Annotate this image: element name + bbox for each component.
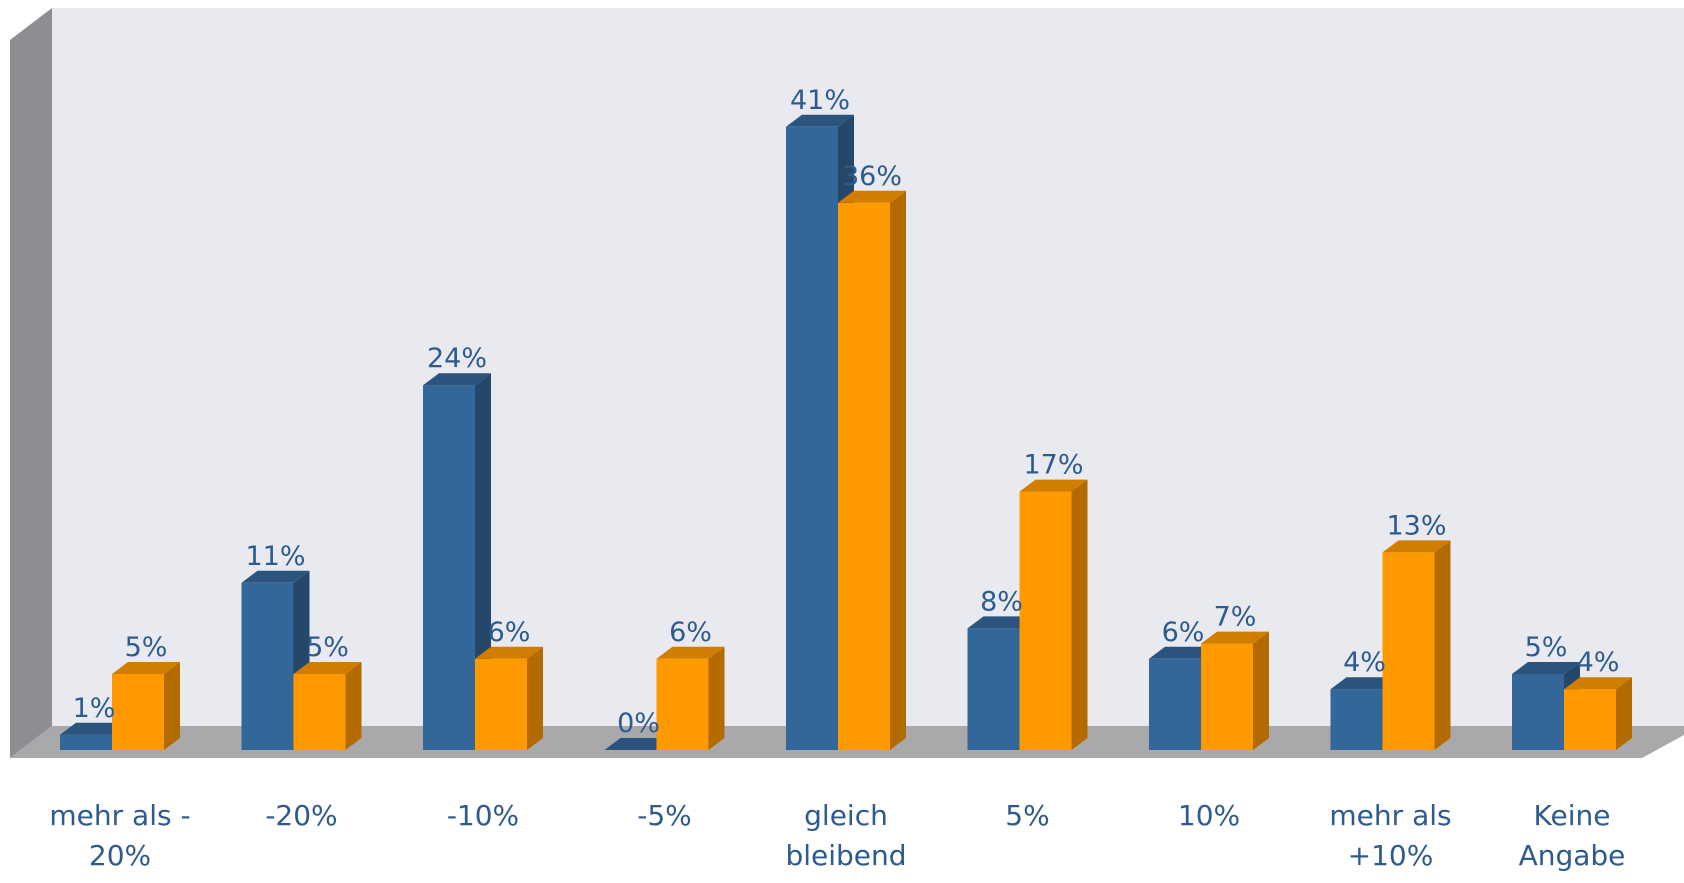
bar-side bbox=[527, 646, 543, 750]
bar-front bbox=[423, 385, 475, 750]
bar-side bbox=[1253, 631, 1269, 750]
bar-front bbox=[838, 202, 890, 751]
data-label: 6% bbox=[1162, 617, 1205, 648]
bar-side bbox=[1434, 540, 1451, 750]
bar-top bbox=[60, 722, 128, 735]
bar-top bbox=[1019, 479, 1088, 492]
bar-top bbox=[967, 616, 1036, 629]
bar-top bbox=[786, 114, 854, 127]
bars bbox=[60, 114, 1632, 751]
bar-top bbox=[656, 646, 725, 659]
bar-front bbox=[656, 658, 709, 750]
bar-top bbox=[1149, 646, 1217, 659]
bar-front bbox=[112, 674, 164, 750]
data-label: 17% bbox=[1023, 450, 1083, 481]
bar-front bbox=[1201, 643, 1253, 750]
bar-top bbox=[112, 662, 180, 674]
category-label: 5% bbox=[1005, 799, 1049, 832]
category-label: -5% bbox=[637, 799, 692, 832]
bar-top bbox=[1512, 662, 1580, 674]
bar-3-1 bbox=[656, 646, 725, 750]
category-labels: mehr als - 20% -20% -10% -5% gleich bleibend 5%… bbox=[49, 799, 1625, 872]
bar-side bbox=[1616, 677, 1632, 750]
data-label: 24% bbox=[427, 343, 487, 374]
data-label: 4% bbox=[1343, 647, 1386, 678]
data-label: 4% bbox=[1577, 647, 1620, 678]
data-label: 7% bbox=[1214, 602, 1257, 633]
category-label: +10% bbox=[1348, 839, 1434, 872]
data-label: 8% bbox=[980, 586, 1023, 617]
bar-front bbox=[60, 734, 112, 750]
bar-front bbox=[786, 126, 838, 751]
bar-0-1 bbox=[112, 662, 180, 750]
bar-top bbox=[241, 570, 310, 583]
bar-front bbox=[293, 674, 346, 750]
data-label: 5% bbox=[1525, 632, 1568, 663]
bar-top bbox=[1564, 677, 1632, 690]
bar-top bbox=[604, 738, 673, 750]
bar-front bbox=[1019, 491, 1072, 750]
bar-3-0 bbox=[604, 738, 673, 750]
bar-top bbox=[423, 373, 491, 386]
bar-top bbox=[838, 190, 906, 203]
category-label: bleibend bbox=[785, 839, 906, 872]
data-label: 5% bbox=[306, 632, 349, 663]
bar-front bbox=[241, 582, 294, 750]
bar-front bbox=[1564, 689, 1616, 750]
bar-8-1 bbox=[1564, 677, 1632, 750]
bar-side bbox=[345, 662, 362, 750]
bar-4-1 bbox=[838, 190, 906, 751]
data-labels: 1% 5% 11% 5% 24% 6% 0% 6% 41% 36% 8% 17% 6% 7% 4% 13% 5%… bbox=[73, 85, 1620, 739]
data-label: 1% bbox=[73, 693, 116, 724]
data-label: 5% bbox=[125, 632, 168, 663]
category-label: gleich bbox=[804, 799, 888, 832]
side-wall bbox=[10, 8, 52, 758]
bar-top bbox=[1330, 677, 1399, 690]
bar-5-1 bbox=[1019, 479, 1088, 750]
bar-side bbox=[164, 662, 180, 750]
category-label: 20% bbox=[89, 839, 151, 872]
bar-side bbox=[708, 646, 725, 750]
data-label: 11% bbox=[245, 541, 305, 572]
data-label: 0% bbox=[617, 708, 660, 739]
data-label: 36% bbox=[842, 161, 902, 192]
bar-front bbox=[1149, 658, 1201, 750]
bar-front bbox=[475, 658, 527, 750]
bar-2-1 bbox=[475, 646, 543, 750]
bar-front bbox=[1512, 674, 1564, 750]
bar-7-1 bbox=[1382, 540, 1451, 750]
category-label: 10% bbox=[1178, 799, 1240, 832]
bar-top bbox=[1382, 540, 1451, 553]
bar-top bbox=[475, 646, 543, 659]
data-label: 6% bbox=[669, 617, 712, 648]
bar-front bbox=[1382, 552, 1435, 750]
data-label: 6% bbox=[488, 617, 531, 648]
bar-side bbox=[1071, 479, 1088, 750]
category-label: mehr als bbox=[1329, 799, 1451, 832]
data-label: 13% bbox=[1386, 510, 1446, 541]
bar-side bbox=[890, 190, 906, 751]
bar-front bbox=[967, 628, 1020, 750]
bar-1-1 bbox=[293, 662, 362, 750]
bar-top bbox=[293, 662, 362, 674]
category-label: mehr als - bbox=[49, 799, 190, 832]
category-label: Keine bbox=[1534, 799, 1611, 832]
category-label: Angabe bbox=[1519, 839, 1626, 872]
bar-front bbox=[1330, 689, 1383, 750]
category-label: -20% bbox=[265, 799, 337, 832]
bar-top bbox=[1201, 631, 1269, 644]
data-label: 41% bbox=[790, 85, 850, 116]
bar-6-1 bbox=[1201, 631, 1269, 750]
bar-1-0 bbox=[241, 570, 310, 750]
category-label: -10% bbox=[447, 799, 519, 832]
